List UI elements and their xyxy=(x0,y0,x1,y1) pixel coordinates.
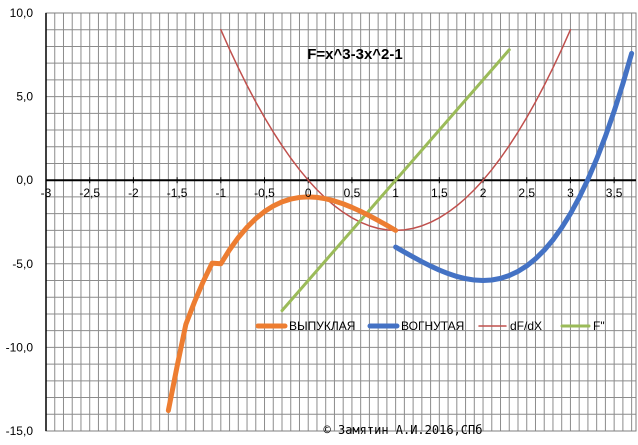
x-tick-label: -1 xyxy=(215,186,226,200)
chart-title: F=x^3-3x^2-1 xyxy=(307,46,403,63)
x-tick-label: 0,5 xyxy=(344,186,361,200)
y-tick-label: -10,0 xyxy=(6,340,34,354)
tick-labels: -3 -2,5 -2 -1,5 -1 -0,5 0 0,5 1 1,5 2 2,5 3 3,5 10,0 5,… xyxy=(6,6,623,438)
series-line-3 xyxy=(280,48,511,313)
legend-label: ВЫПУКЛАЯ xyxy=(289,319,355,333)
series-group xyxy=(165,28,635,414)
x-tick-label: -2,5 xyxy=(79,186,100,200)
x-tick-label: 3 xyxy=(567,186,574,200)
legend-label: dF/dX xyxy=(510,319,542,333)
y-tick-label: -5,0 xyxy=(12,257,33,271)
x-tick-label: -2 xyxy=(128,186,139,200)
x-tick-label: 0 xyxy=(305,186,312,200)
legend: ВЫПУКЛАЯ ВОГНУТАЯ dF/dX F" xyxy=(255,319,605,333)
x-tick-label: -1,5 xyxy=(167,186,188,200)
series-line-0 xyxy=(165,194,399,414)
series-line-1 xyxy=(393,50,635,284)
x-tick-label: 1 xyxy=(392,186,399,200)
x-tick-label: 3,5 xyxy=(606,186,623,200)
legend-label: ВОГНУТАЯ xyxy=(401,319,464,333)
x-tick-label: 1,5 xyxy=(431,186,448,200)
x-tick-label: -3 xyxy=(41,186,52,200)
y-tick-label: -15,0 xyxy=(6,424,34,438)
y-tick-label: 0,0 xyxy=(16,173,33,187)
x-tick-label: -0,5 xyxy=(254,186,275,200)
axes xyxy=(45,13,636,431)
x-tick-label: 2 xyxy=(480,186,487,200)
y-tick-label: 5,0 xyxy=(16,90,33,104)
copyright-annotation: © Замятин А.И.2016,СПб xyxy=(324,423,483,437)
y-tick-label: 10,0 xyxy=(10,6,34,20)
x-tick-label: 2,5 xyxy=(518,186,535,200)
legend-label: F" xyxy=(593,319,605,333)
